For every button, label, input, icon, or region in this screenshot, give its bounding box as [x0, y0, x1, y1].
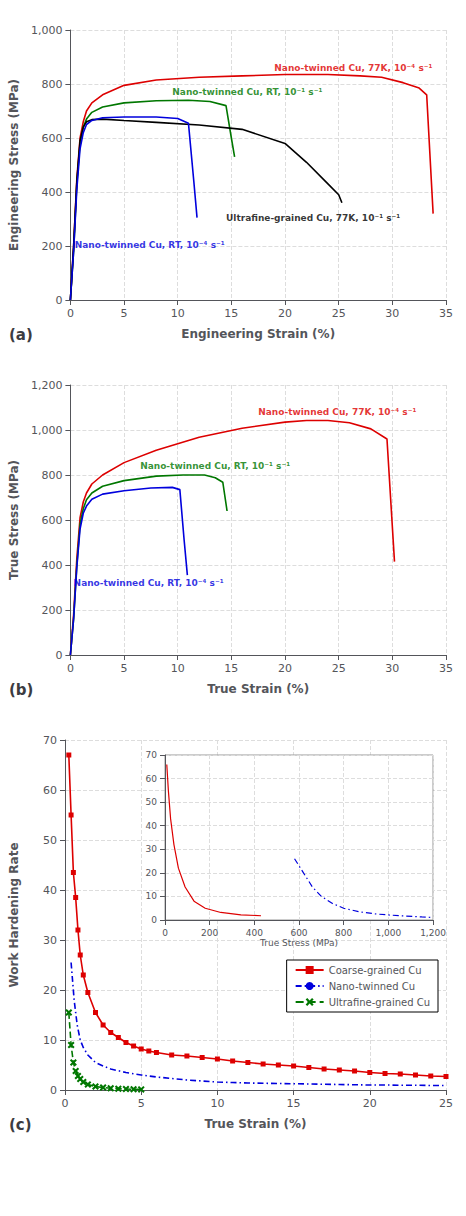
svg-text:10: 10	[171, 662, 185, 675]
svg-text:Ultrafine-grained Cu: Ultrafine-grained Cu	[329, 997, 430, 1008]
svg-text:1,000: 1,000	[31, 424, 63, 437]
svg-text:True Stress (MPa): True Stress (MPa)	[259, 938, 338, 948]
svg-text:20: 20	[278, 662, 292, 675]
svg-text:40: 40	[43, 884, 57, 897]
svg-text:70: 70	[146, 750, 158, 760]
svg-text:0: 0	[62, 1097, 69, 1110]
svg-text:800: 800	[335, 928, 352, 938]
svg-text:20: 20	[278, 307, 292, 320]
svg-text:Coarse-grained Cu: Coarse-grained Cu	[329, 965, 422, 976]
svg-text:Nano-twinned Cu, RT, 10⁻⁴ s⁻¹: Nano-twinned Cu, RT, 10⁻⁴ s⁻¹	[74, 578, 224, 588]
svg-text:70: 70	[43, 734, 57, 747]
svg-text:30: 30	[43, 934, 57, 947]
svg-text:20: 20	[363, 1097, 377, 1110]
svg-text:400: 400	[246, 928, 263, 938]
svg-text:60: 60	[43, 784, 57, 797]
svg-text:Work Hardening Rate: Work Hardening Rate	[7, 842, 21, 987]
svg-text:10: 10	[43, 1034, 57, 1047]
svg-text:1,200: 1,200	[420, 928, 446, 938]
svg-text:600: 600	[290, 928, 307, 938]
svg-text:Engineering Stress (MPa): Engineering Stress (MPa)	[7, 79, 21, 251]
svg-text:50: 50	[146, 797, 158, 807]
svg-text:20: 20	[146, 868, 158, 878]
svg-text:5: 5	[121, 662, 128, 675]
svg-text:(c): (c)	[9, 1116, 32, 1134]
svg-text:600: 600	[41, 514, 62, 527]
svg-text:10: 10	[146, 891, 158, 901]
svg-text:0: 0	[151, 915, 157, 925]
svg-text:200: 200	[201, 928, 218, 938]
svg-text:0: 0	[50, 1084, 57, 1097]
svg-text:(a): (a)	[9, 326, 33, 344]
svg-text:60: 60	[146, 774, 158, 784]
svg-text:Nano-twinned Cu, 77K, 10⁻⁴ s⁻¹: Nano-twinned Cu, 77K, 10⁻⁴ s⁻¹	[258, 407, 416, 417]
svg-text:(b): (b)	[9, 681, 33, 699]
svg-text:15: 15	[287, 1097, 301, 1110]
svg-text:1,000: 1,000	[375, 928, 401, 938]
svg-text:5: 5	[138, 1097, 145, 1110]
svg-text:20: 20	[43, 984, 57, 997]
svg-text:40: 40	[146, 821, 158, 831]
svg-text:800: 800	[41, 469, 62, 482]
svg-text:400: 400	[41, 559, 62, 572]
svg-text:0: 0	[67, 662, 74, 675]
svg-text:0: 0	[55, 649, 62, 662]
svg-text:15: 15	[224, 307, 238, 320]
svg-text:25: 25	[439, 1097, 453, 1110]
svg-text:0: 0	[67, 307, 74, 320]
svg-text:200: 200	[41, 604, 62, 617]
svg-text:True Stress (MPa): True Stress (MPa)	[7, 460, 21, 580]
svg-text:200: 200	[41, 240, 62, 253]
svg-text:Nano-twinned Cu, RT, 10⁻¹ s⁻¹: Nano-twinned Cu, RT, 10⁻¹ s⁻¹	[140, 461, 290, 471]
svg-text:30: 30	[385, 307, 399, 320]
svg-text:True Strain (%): True Strain (%)	[205, 1117, 307, 1131]
svg-text:10: 10	[210, 1097, 224, 1110]
svg-text:400: 400	[41, 186, 62, 199]
svg-text:35: 35	[439, 662, 453, 675]
svg-text:50: 50	[43, 834, 57, 847]
svg-text:5: 5	[121, 307, 128, 320]
svg-text:15: 15	[224, 662, 238, 675]
svg-text:30: 30	[146, 844, 158, 854]
svg-text:Ultrafine-grained Cu, 77K, 10⁻: Ultrafine-grained Cu, 77K, 10⁻¹ s⁻¹	[226, 213, 400, 223]
svg-text:Engineering Strain (%): Engineering Strain (%)	[181, 327, 335, 341]
svg-text:25: 25	[332, 307, 346, 320]
svg-text:Nano-twinned Cu, RT, 10⁻⁴ s⁻¹: Nano-twinned Cu, RT, 10⁻⁴ s⁻¹	[75, 240, 225, 250]
svg-text:1,200: 1,200	[31, 379, 63, 392]
svg-text:35: 35	[439, 307, 453, 320]
svg-text:Nano-twinned Cu: Nano-twinned Cu	[329, 981, 415, 992]
svg-text:600: 600	[41, 132, 62, 145]
svg-text:10: 10	[171, 307, 185, 320]
svg-text:30: 30	[385, 662, 399, 675]
svg-text:800: 800	[41, 78, 62, 91]
svg-text:0: 0	[162, 928, 168, 938]
svg-text:Nano-twinned Cu, 77K, 10⁻⁴ s⁻¹: Nano-twinned Cu, 77K, 10⁻⁴ s⁻¹	[274, 63, 432, 73]
svg-text:1,000: 1,000	[31, 24, 63, 37]
svg-text:25: 25	[332, 662, 346, 675]
svg-text:Nano-twinned Cu, RT, 10⁻¹ s⁻¹: Nano-twinned Cu, RT, 10⁻¹ s⁻¹	[172, 87, 322, 97]
svg-text:True Strain (%): True Strain (%)	[207, 682, 309, 696]
svg-text:0: 0	[55, 294, 62, 307]
